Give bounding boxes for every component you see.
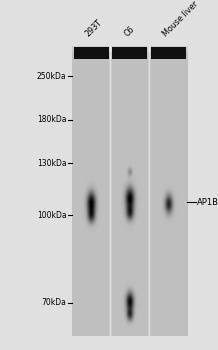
- Text: 250kDa: 250kDa: [37, 71, 66, 80]
- Text: 180kDa: 180kDa: [37, 115, 66, 124]
- Text: AP1B1: AP1B1: [197, 198, 218, 207]
- Text: 293T: 293T: [84, 18, 104, 38]
- Text: 130kDa: 130kDa: [37, 159, 66, 168]
- Text: C6: C6: [122, 25, 136, 38]
- Text: 70kDa: 70kDa: [42, 298, 66, 307]
- Text: 100kDa: 100kDa: [37, 211, 66, 220]
- Text: Mouse liver: Mouse liver: [161, 0, 200, 38]
